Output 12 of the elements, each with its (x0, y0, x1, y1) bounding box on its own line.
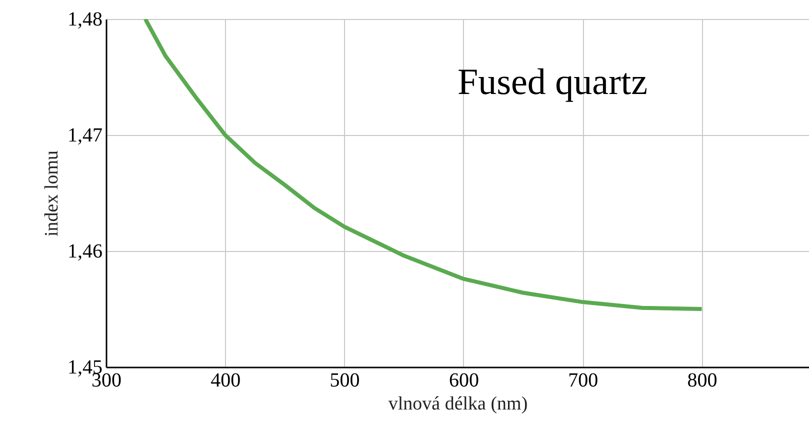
x-tick-label: 400 (210, 370, 241, 392)
y-tick-label: 1,47 (68, 124, 102, 146)
x-tick-label: 600 (448, 370, 479, 392)
x-tick-label: 700 (568, 370, 598, 392)
line-series (143, 19, 704, 311)
x-tick-label: 500 (330, 370, 360, 392)
y-tick-label: 1,46 (68, 240, 102, 262)
y-axis-title: index lomu (42, 150, 62, 237)
x-axis-title: vlnová délka (nm) (388, 394, 528, 414)
x-tick-label: 800 (687, 370, 718, 392)
annotation: Fused quartz (458, 62, 648, 103)
y-tick-label: 1,48 (68, 8, 102, 30)
